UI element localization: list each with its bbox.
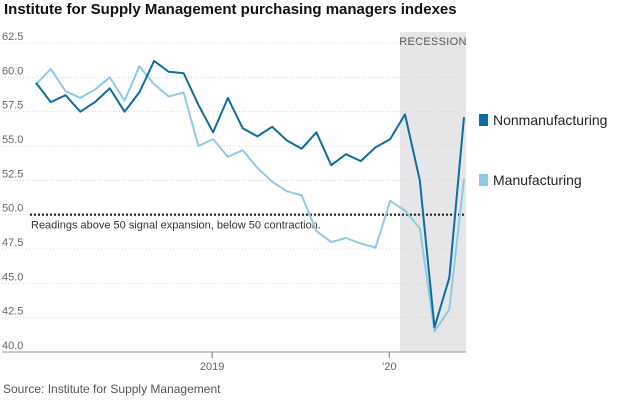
y-tick-label: 47.5 — [2, 237, 23, 249]
recession-band — [400, 32, 467, 352]
y-tick-label: 55.0 — [2, 134, 23, 146]
legend-swatch-manufacturing — [479, 174, 488, 186]
series-line-manufacturing — [35, 65, 465, 333]
y-tick-label: 62.5 — [2, 31, 23, 43]
y-tick-label: 45.0 — [2, 271, 23, 283]
series-line-nonmanufacturing — [35, 59, 465, 329]
legend-swatch-nonmanufacturing — [479, 114, 488, 126]
y-tick-label: 50.0 — [2, 203, 23, 215]
chart-title: Institute for Supply Management purchasi… — [4, 1, 457, 18]
legend-label-manufacturing: Manufacturing — [493, 172, 582, 188]
y-tick-label: 40.0 — [2, 340, 23, 352]
y-tick-label: 57.5 — [2, 100, 23, 112]
y-tick-label: 60.0 — [2, 65, 23, 77]
y-tick-label: 52.5 — [2, 168, 23, 180]
legend-label-nonmanufacturing: Nonmanufacturing — [493, 112, 607, 128]
x-tick-label: ’20 — [382, 361, 397, 373]
chart-source: Source: Institute for Supply Management — [3, 382, 221, 396]
x-tick-label: 2019 — [200, 361, 224, 373]
y-tick-label: 42.5 — [2, 306, 23, 318]
reference-line-annotation: Readings above 50 signal expansion, belo… — [31, 220, 321, 232]
recession-label: RECESSION — [399, 36, 467, 48]
